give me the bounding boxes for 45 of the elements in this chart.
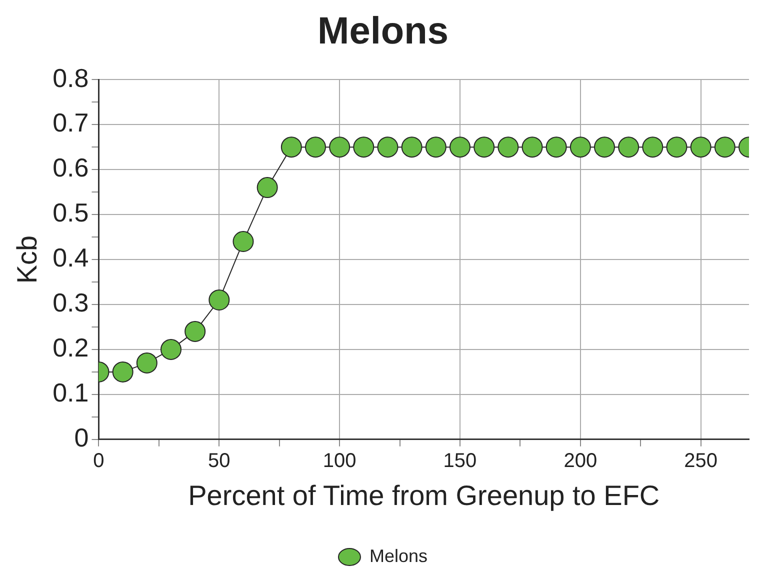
point bbox=[329, 136, 350, 158]
point bbox=[304, 136, 326, 158]
point bbox=[690, 136, 712, 158]
y-tick-label: 0.4 bbox=[52, 242, 89, 273]
point bbox=[642, 136, 664, 158]
point bbox=[449, 136, 470, 158]
y-tick-label: 0.8 bbox=[52, 62, 89, 93]
y-tick-label: 0.7 bbox=[52, 108, 89, 138]
y-axis-title: Kcb bbox=[12, 235, 43, 284]
y-tick-label: 0 bbox=[74, 422, 89, 453]
point bbox=[498, 136, 519, 158]
point bbox=[256, 177, 278, 198]
point bbox=[136, 352, 158, 374]
point bbox=[377, 136, 398, 158]
x-tick-label: 0 bbox=[93, 450, 104, 472]
point bbox=[280, 136, 302, 158]
point bbox=[522, 136, 543, 158]
y-tick-label: 0.2 bbox=[52, 332, 89, 363]
point bbox=[666, 136, 688, 158]
x-tick-label: 100 bbox=[322, 450, 356, 472]
point bbox=[546, 136, 567, 158]
y-tick-label: 0.1 bbox=[52, 378, 89, 408]
x-tick-label: 250 bbox=[684, 450, 718, 472]
y-tick-label: 0.5 bbox=[52, 198, 89, 228]
point bbox=[425, 136, 446, 158]
point bbox=[594, 136, 615, 158]
point bbox=[112, 361, 134, 382]
x-tick-label: 200 bbox=[564, 450, 598, 472]
x-axis-title: Percent of Time from Greenup to EFC bbox=[188, 480, 660, 511]
point bbox=[714, 136, 736, 158]
point bbox=[401, 136, 422, 158]
point bbox=[570, 136, 591, 158]
y-tick-label: 0.3 bbox=[52, 288, 89, 318]
point bbox=[618, 136, 640, 158]
point bbox=[232, 231, 254, 252]
point bbox=[160, 338, 182, 360]
point bbox=[184, 320, 206, 342]
x-tick-label: 150 bbox=[443, 450, 477, 472]
y-tick-label: 0.6 bbox=[52, 152, 89, 183]
point bbox=[353, 136, 374, 158]
chart-title: Melons bbox=[318, 10, 448, 52]
x-tick-label: 50 bbox=[208, 450, 230, 472]
point bbox=[474, 136, 495, 158]
legend-label: Melons bbox=[369, 546, 428, 566]
point bbox=[208, 289, 230, 310]
